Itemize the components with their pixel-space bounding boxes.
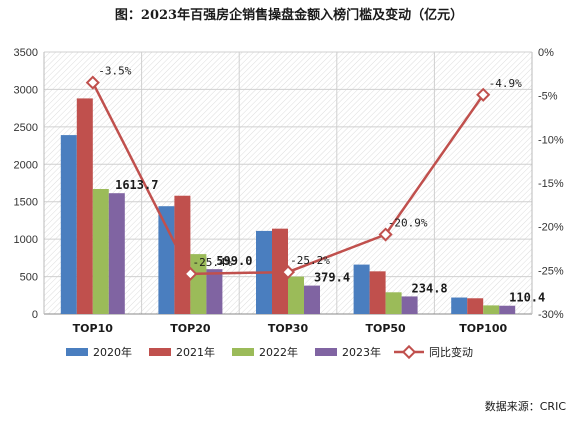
line-value-label: -4.9%	[489, 77, 522, 90]
y-left-tick-label: 2500	[14, 122, 38, 134]
line-value-label: -3.5%	[98, 65, 131, 78]
line-point	[85, 75, 100, 90]
bar-value-label: 1613.7	[115, 178, 158, 192]
bar-value-label: 234.8	[412, 281, 448, 295]
bar	[369, 271, 386, 314]
source-note: 数据来源：CRIC	[485, 399, 567, 413]
bar	[483, 305, 500, 314]
line-value-label: -25.4%	[193, 256, 233, 269]
bar	[76, 98, 93, 314]
y-right-tick-label: -25%	[538, 265, 564, 277]
bar	[353, 264, 370, 314]
line-point	[378, 227, 393, 242]
bar	[385, 292, 402, 314]
bars	[60, 98, 516, 314]
legend-marker	[401, 344, 417, 360]
x-category-label: TOP20	[170, 322, 211, 335]
x-category-label: TOP10	[73, 322, 114, 335]
y-left-tick-label: 500	[20, 272, 38, 284]
bar-value-label: 599.0	[216, 254, 252, 268]
legend-swatch	[149, 348, 171, 356]
line-point	[280, 265, 296, 280]
x-category-label: TOP100	[459, 322, 507, 335]
bar	[60, 135, 77, 314]
bar	[467, 298, 484, 314]
y-right-tick-label: -30%	[538, 309, 564, 321]
chart-title: 图：2023年百强房企销售操盘金额入榜门槛及变动（亿元）	[115, 7, 463, 23]
line-point	[476, 87, 491, 102]
y-right-tick-label: -10%	[538, 134, 564, 146]
y-left-tick-label: 3000	[14, 84, 38, 96]
labels: 1613.7 599.0 379.4 234.8 110.4 -3.5% -25.4% -25…	[98, 65, 545, 305]
bar-value-label: 110.4	[509, 291, 545, 305]
line-value-label: -20.9%	[388, 217, 428, 230]
bar	[108, 193, 125, 314]
legend-swatch	[315, 348, 337, 356]
bar	[288, 276, 304, 314]
legend-label: 2020年	[93, 345, 132, 359]
legend-label: 同比变动	[429, 345, 473, 359]
legend-label: 2023年	[342, 345, 381, 359]
x-category-label: TOP30	[268, 322, 309, 335]
line-value-label: -25.2%	[290, 254, 330, 267]
bar	[158, 206, 175, 314]
y-left-tick-label: 1500	[14, 197, 38, 209]
y-right-tick-label: -20%	[538, 222, 564, 234]
bar	[190, 254, 207, 314]
legend-swatch	[232, 348, 254, 356]
bar	[174, 195, 191, 314]
bar	[304, 285, 320, 314]
line-point	[183, 266, 198, 281]
bar	[401, 296, 418, 314]
legend-label: 2022年	[259, 345, 298, 359]
legend: 2020年 2021年 2022年 2023年 同比变动	[66, 344, 473, 360]
y-right-tick-label: -15%	[538, 178, 564, 190]
bar-value-label: 379.4	[314, 271, 350, 285]
y-left-tick-label: 1000	[14, 234, 38, 246]
y-right-tick-label: -5%	[538, 91, 558, 103]
legend-swatch	[66, 348, 88, 356]
y-left-tick-label: 0	[32, 309, 38, 321]
bar	[451, 297, 468, 314]
bar	[92, 188, 109, 314]
y-right-tick-label: 0%	[538, 47, 554, 59]
line-layer	[85, 75, 491, 281]
bar	[499, 305, 516, 314]
bar	[206, 269, 223, 314]
y-left-tick-label: 2000	[14, 159, 38, 171]
y-left-tick-label: 3500	[14, 47, 38, 59]
legend-label: 2021年	[176, 345, 215, 359]
axes: 0 500 1000 1500 2000 2500 3000 3500 0% -5% -10% -15…	[14, 47, 564, 335]
x-category-label: TOP50	[365, 322, 406, 335]
